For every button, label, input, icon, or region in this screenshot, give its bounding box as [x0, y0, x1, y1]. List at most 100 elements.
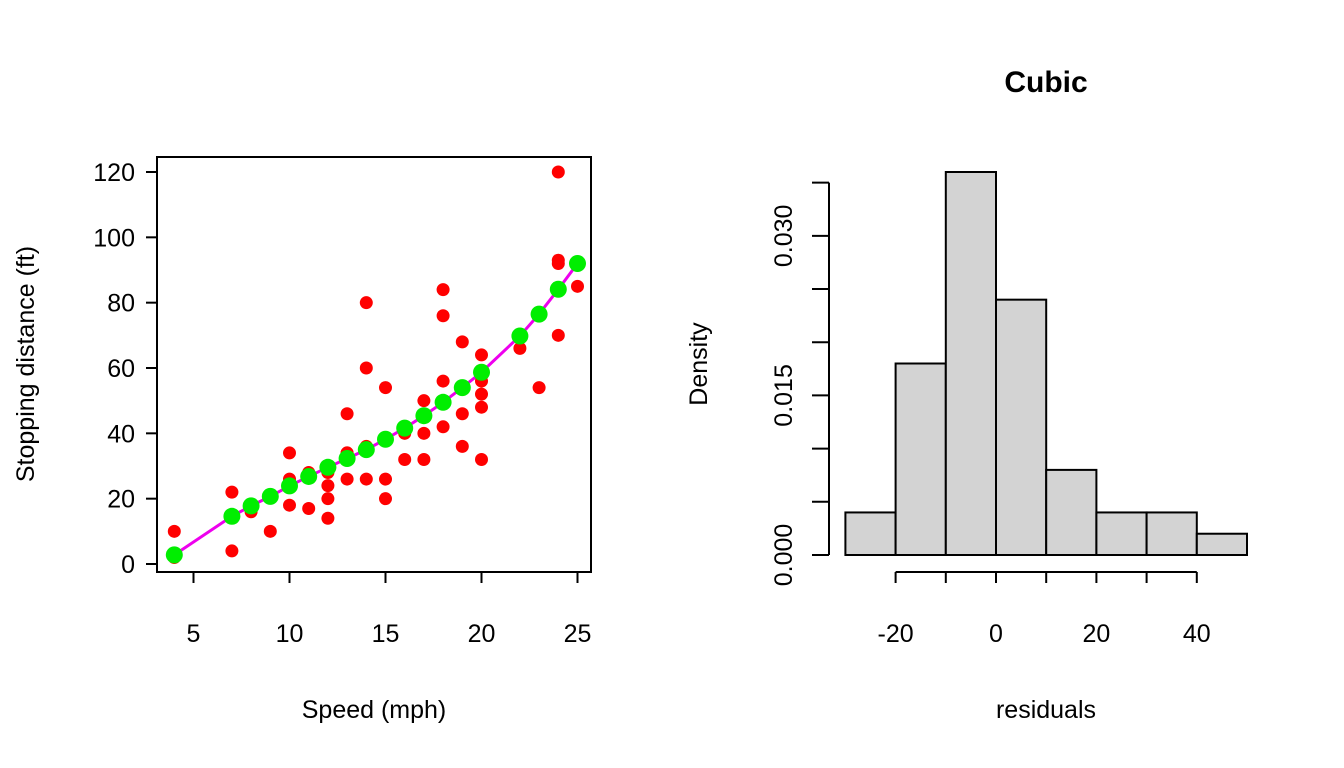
observed-point	[455, 407, 469, 421]
fitted-point	[357, 441, 375, 459]
scatter-y-axis: 0 20 40 60 80 100 120	[93, 159, 158, 579]
observed-point	[475, 452, 488, 466]
observed-point	[532, 381, 546, 395]
histogram-x-tick-label: -20	[878, 620, 914, 648]
histogram-y-axis-title: Density	[685, 322, 713, 406]
scatter-y-tick-label: 120	[93, 159, 135, 187]
observed-point	[340, 407, 354, 421]
scatter-x-axis-title: Speed (mph)	[302, 696, 447, 724]
observed-point	[359, 361, 373, 375]
scatter-x-tick-label: 25	[564, 620, 592, 648]
fitted-point	[569, 254, 586, 272]
observed-point	[475, 400, 488, 414]
observed-point	[225, 544, 239, 558]
observed-point	[551, 253, 565, 267]
observed-point	[283, 446, 296, 460]
histogram-y-tick-label: 0.015	[770, 364, 798, 427]
scatter-plot-frame	[156, 156, 592, 573]
histogram-bar	[1195, 532, 1249, 557]
scatter-y-tick-label: 20	[107, 486, 135, 514]
histogram-x-tick-label: 0	[989, 620, 1003, 648]
histogram-x-tick-label: 20	[1082, 620, 1110, 648]
fitted-point	[473, 363, 490, 381]
scatter-panel: 5 10 15 20 25 0 20 40 60 80 100 120 Speed (mph) St…	[12, 156, 592, 724]
observed-point	[398, 452, 412, 466]
histogram-x-axis-title: residuals	[996, 696, 1096, 724]
histogram-bar	[944, 171, 997, 556]
histogram-bar	[894, 362, 947, 556]
histogram-x-axis: -20 0 20 40	[878, 571, 1211, 648]
scatter-y-tick-label: 100	[93, 224, 135, 252]
observed-point	[455, 439, 469, 453]
observed-point	[379, 492, 392, 506]
scatter-y-tick-label: 0	[121, 551, 135, 579]
scatter-x-tick-label: 10	[276, 620, 304, 648]
observed-point	[436, 283, 450, 297]
scatter-x-tick-label: 20	[468, 620, 496, 648]
fitted-point	[242, 497, 260, 515]
observed-points-group	[167, 165, 584, 564]
observed-point	[167, 524, 181, 538]
observed-point	[302, 501, 316, 515]
histogram-bar	[995, 298, 1048, 556]
observed-point	[513, 341, 527, 355]
fitted-point	[530, 305, 548, 323]
fitted-point	[511, 327, 529, 345]
fitted-points-group	[165, 254, 586, 564]
fitted-point	[319, 458, 337, 476]
fitted-point	[165, 546, 183, 564]
scatter-y-tick-label: 80	[107, 290, 135, 318]
observed-point	[551, 328, 565, 342]
fitted-point	[281, 477, 298, 495]
histogram-bar	[1045, 468, 1098, 556]
observed-point	[417, 452, 431, 466]
observed-point	[379, 472, 392, 486]
fitted-point	[377, 430, 394, 448]
scatter-x-tick-label: 15	[372, 620, 400, 648]
fitted-point	[453, 379, 471, 397]
observed-point	[379, 381, 392, 395]
observed-point	[551, 165, 565, 179]
observed-point	[417, 394, 431, 408]
observed-point	[436, 309, 450, 323]
histogram-title: Cubic	[1004, 66, 1087, 99]
histogram-y-tick-label: 0.030	[770, 205, 798, 268]
observed-point	[321, 492, 335, 506]
observed-point	[340, 472, 354, 486]
scatter-x-tick-label: 5	[187, 620, 201, 648]
observed-point	[263, 524, 277, 538]
observed-point	[359, 472, 373, 486]
scatter-y-tick-label: 60	[107, 355, 135, 383]
observed-point	[225, 485, 239, 499]
histogram-y-tick-label: 0.000	[770, 524, 798, 587]
histogram-bar	[1095, 511, 1148, 557]
fitted-point	[549, 280, 567, 298]
histogram-x-tick-label: 40	[1183, 620, 1211, 648]
fitted-point	[300, 467, 318, 485]
histogram-y-axis: 0.000 0.015 0.030	[770, 181, 830, 587]
observed-point	[436, 374, 450, 388]
scatter-y-tick-label: 40	[107, 420, 135, 448]
histogram-bars-group	[844, 171, 1249, 557]
observed-point	[417, 426, 431, 440]
fitted-point	[434, 393, 452, 411]
fitted-point	[223, 507, 241, 525]
observed-point	[359, 296, 373, 310]
histogram-panel: Cubic -20 0 20 40 0.000 0.015 0.030 residuals…	[685, 66, 1249, 724]
fitted-point	[261, 487, 279, 505]
fitted-point	[396, 419, 414, 437]
observed-point	[571, 279, 584, 293]
scatter-x-axis: 5 10 15 20 25	[187, 571, 592, 648]
observed-point	[321, 511, 335, 525]
observed-point	[436, 420, 450, 434]
observed-point	[283, 498, 296, 512]
fitted-point	[338, 449, 356, 467]
observed-point	[475, 387, 488, 401]
histogram-bar	[1145, 511, 1198, 557]
fitted-point	[415, 407, 433, 425]
observed-point	[455, 335, 469, 349]
histogram-bar	[844, 511, 897, 557]
observed-point	[321, 479, 335, 493]
observed-point	[475, 348, 488, 362]
